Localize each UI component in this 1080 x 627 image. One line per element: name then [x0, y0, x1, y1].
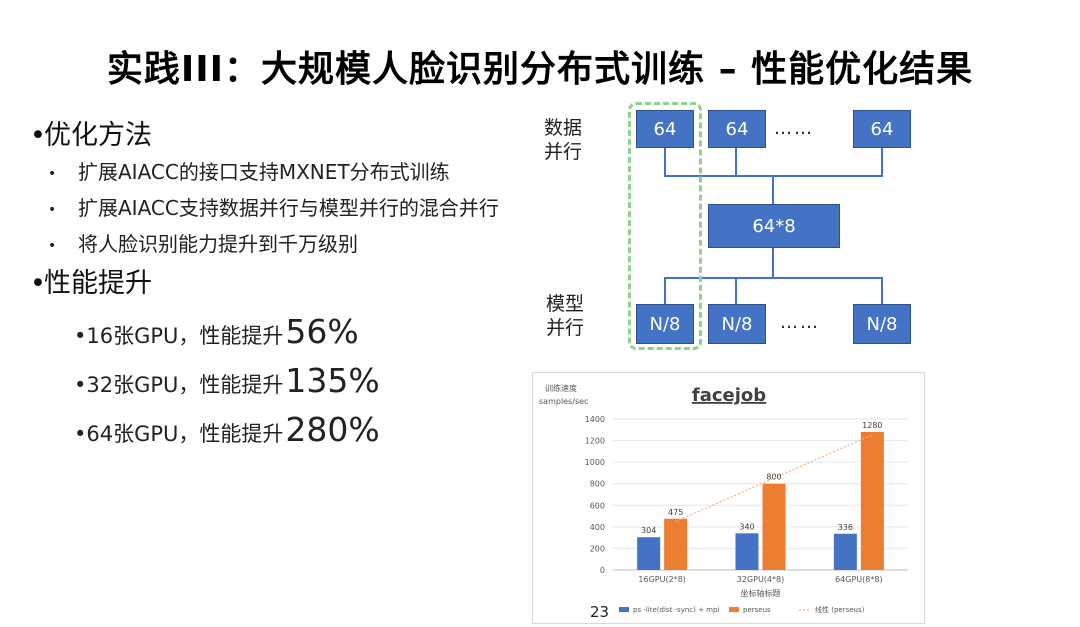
parallel-diagram: 数据 并行 模型 并行 64 64 …… 64 64*8 N/8 N/8 …… … [530, 96, 930, 356]
y-tick-label: 200 [590, 544, 605, 553]
data-label: 304 [641, 526, 656, 535]
data-label: 340 [739, 522, 754, 531]
data-label: 475 [668, 508, 683, 517]
bar-ps-lite [637, 537, 661, 570]
bottom-ellipsis: …… [780, 312, 820, 333]
bullet-opt-method: • 优化方法 [30, 120, 152, 151]
bottom-box: N/8 [853, 304, 911, 344]
page-title: 实践III：大规模人脸识别分布式训练 – 性能优化结果 [106, 49, 974, 90]
x-tick-label: 32GPU(4*8) [737, 575, 784, 584]
bottom-box: N/8 [708, 304, 766, 344]
chart-svg: facejob 训练速度 samples/sec 0 200 400 600 800 1000 1… [539, 383, 908, 614]
x-axis-label: 坐标轴标题 [741, 588, 781, 598]
bar-perseus [762, 483, 786, 570]
middle-box: 64*8 [708, 204, 840, 248]
opt-item: • 扩展AIACC的接口支持MXNET分布式训练 [48, 160, 450, 184]
y-tick-label: 1000 [585, 458, 605, 467]
y-axis-label: samples/sec [539, 397, 588, 406]
bullet-perf: • 性能提升 [30, 268, 152, 299]
bar-perseus [860, 431, 884, 570]
top-ellipsis: …… [774, 118, 814, 139]
y-tick-label: 400 [590, 523, 605, 532]
x-tick-label: 64GPU(8*8) [835, 575, 882, 584]
legend-swatch-ps-lite [619, 607, 629, 612]
top-box: 64 [636, 110, 694, 148]
data-label: 1280 [862, 421, 882, 430]
data-label: 336 [838, 523, 853, 532]
opt-item: • 将人脸识别能力提升到千万级别 [48, 232, 358, 256]
chart-title: facejob [692, 385, 766, 406]
bar-perseus [664, 518, 688, 570]
perf-item: •64张GPU，性能提升 280% [74, 410, 380, 449]
y-tick-label: 600 [590, 501, 605, 510]
y-tick-label: 1200 [585, 437, 605, 446]
facejob-chart: facejob 训练速度 samples/sec 0 200 400 600 800 1000 1… [532, 372, 925, 624]
y-tick-label: 0 [600, 566, 605, 575]
bar-ps-lite [833, 533, 857, 570]
diagram-connectors [664, 148, 883, 304]
x-tick-label: 16GPU(2*8) [638, 575, 685, 584]
opt-item: • 扩展AIACC支持数据并行与模型并行的混合并行 [48, 196, 499, 220]
y-axis-label: 训练速度 [545, 383, 577, 393]
perf-item: •32张GPU，性能提升 135% [74, 361, 380, 400]
y-tick-label: 1400 [585, 415, 605, 424]
page-number: 23 [590, 603, 610, 621]
legend-label-ps-lite: ps -lite(dist -sync) + mpi [633, 606, 719, 614]
bottom-connector [664, 277, 883, 304]
top-box: 64 [853, 110, 911, 148]
perf-item: •16张GPU，性能提升 56% [74, 312, 359, 351]
top-box: 64 [708, 110, 766, 148]
data-label: 800 [766, 473, 781, 482]
data-parallel-label: 数据 并行 [544, 117, 583, 163]
bar-ps-lite [735, 533, 759, 570]
legend-label-trendline: 线性 (perseus) [815, 605, 865, 614]
dashed-highlight-frame [628, 102, 702, 350]
y-tick-label: 800 [590, 480, 605, 489]
legend-label-perseus: perseus [743, 606, 771, 614]
model-parallel-label: 模型 并行 [546, 293, 585, 339]
bottom-box: N/8 [636, 304, 694, 344]
legend-swatch-perseus [729, 607, 739, 612]
bullet-list: • 优化方法 • 扩展AIACC的接口支持MXNET分布式训练 • 扩展AIACC支持… [30, 118, 530, 459]
